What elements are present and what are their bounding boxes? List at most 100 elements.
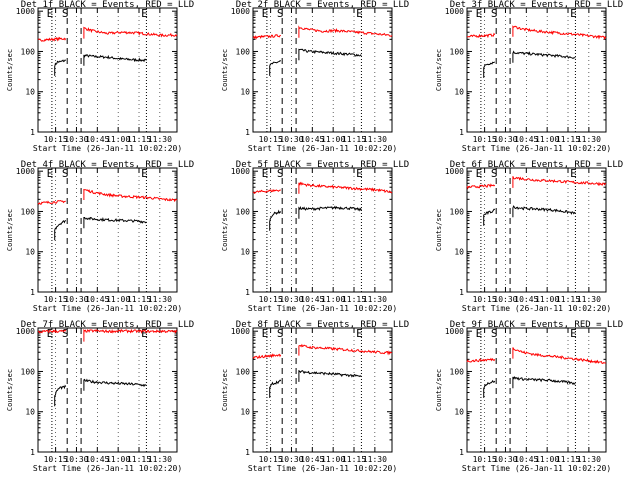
x-tick-label: 11:30	[148, 295, 172, 304]
marker-label: E	[356, 167, 363, 180]
series-events	[54, 219, 67, 241]
y-axis-label: Counts/sec	[6, 49, 14, 91]
marker-label: E	[47, 167, 54, 180]
y-tick-label: 10	[454, 248, 464, 257]
plot-frame	[37, 7, 178, 133]
x-axis-label: Start Time (26-Jan-11 10:02:20)	[462, 464, 611, 473]
panel-det-7: Det 7f BLACK = Events, RED = LLD 1 10 100 10…	[6, 320, 194, 473]
x-tick-label: 10:30	[64, 295, 88, 304]
panel-det-4: Det 4f BLACK = Events, RED = LLD 1 10 100 10…	[6, 160, 194, 313]
y-tick-label: 1	[245, 288, 250, 297]
y-tick-label: 100	[236, 367, 251, 376]
plot-frame	[252, 7, 393, 133]
x-tick-label: 10:30	[493, 455, 517, 464]
series-events	[54, 384, 67, 407]
y-tick-label: 1	[30, 128, 35, 137]
y-tick-label: 1000	[445, 327, 464, 336]
y-tick-label: 10	[25, 88, 35, 97]
x-tick-label: 10:45	[300, 295, 324, 304]
panel-title: Det 2f BLACK = Events, RED = LLD	[236, 0, 409, 10]
y-tick-label: 1	[459, 448, 464, 457]
marker-label: S	[277, 327, 284, 340]
panel-title: Det 1f BLACK = Events, RED = LLD	[21, 0, 194, 10]
y-tick-label: 100	[21, 207, 36, 216]
y-axis-label: Counts/sec	[221, 369, 229, 411]
x-tick-label: 11:00	[535, 135, 559, 144]
x-axis-label: Start Time (26-Jan-11 10:02:20)	[248, 144, 397, 153]
y-tick-label: 10	[240, 88, 250, 97]
series-lld	[512, 176, 607, 188]
marker-label: E	[476, 7, 483, 20]
y-axis-label: Counts/sec	[221, 209, 229, 251]
panel-title: Det 3f BLACK = Events, RED = LLD	[450, 0, 623, 10]
plot-frame	[252, 167, 393, 293]
x-tick-label: 11:00	[106, 295, 130, 304]
x-tick-label: 11:00	[535, 455, 559, 464]
marker-label: E	[356, 327, 363, 340]
x-axis-label: Start Time (26-Jan-11 10:02:20)	[33, 464, 182, 473]
y-axis-label: Counts/sec	[6, 369, 14, 411]
series-events	[54, 59, 67, 76]
y-tick-label: 100	[236, 47, 251, 56]
y-tick-label: 10	[240, 248, 250, 257]
series-lld	[298, 343, 393, 356]
series-lld	[83, 328, 178, 342]
panel-det-8: Det 8f BLACK = Events, RED = LLD 1 10 100 10…	[221, 320, 409, 473]
x-tick-label: 10:45	[85, 135, 109, 144]
series-events	[83, 378, 147, 391]
x-tick-label: 11:30	[148, 455, 172, 464]
series-events	[483, 208, 496, 226]
series-events	[269, 379, 282, 398]
series-events	[83, 54, 147, 66]
x-tick-label: 10:15	[44, 135, 68, 144]
series-events	[269, 209, 282, 231]
panel-title: Det 7f BLACK = Events, RED = LLD	[21, 320, 194, 330]
marker-label: E	[570, 167, 577, 180]
marker-label: E	[570, 7, 577, 20]
x-tick-label: 10:15	[473, 295, 497, 304]
plot-frame	[466, 167, 607, 293]
y-axis-label: Counts/sec	[435, 49, 443, 91]
y-tick-label: 10	[25, 248, 35, 257]
x-tick-label: 10:15	[473, 455, 497, 464]
x-tick-label: 10:45	[300, 135, 324, 144]
y-tick-label: 100	[21, 47, 36, 56]
marker-label: E	[141, 327, 148, 340]
series-events	[512, 376, 576, 389]
series-lld	[298, 181, 393, 194]
x-axis-label: Start Time (26-Jan-11 10:02:20)	[33, 144, 182, 153]
x-tick-label: 10:15	[259, 135, 283, 144]
series-events	[298, 48, 362, 61]
y-axis-label: Counts/sec	[221, 49, 229, 91]
marker-label: E	[476, 327, 483, 340]
panel-title: Det 9f BLACK = Events, RED = LLD	[450, 320, 623, 330]
panel-title: Det 4f BLACK = Events, RED = LLD	[21, 160, 194, 170]
x-tick-label: 10:15	[44, 295, 68, 304]
x-tick-label: 10:45	[85, 455, 109, 464]
x-tick-label: 11:15	[127, 455, 151, 464]
y-tick-label: 100	[450, 367, 465, 376]
panel-title: Det 5f BLACK = Events, RED = LLD	[236, 160, 409, 170]
series-lld	[252, 34, 281, 40]
series-lld	[37, 329, 67, 334]
y-tick-label: 1000	[231, 167, 250, 176]
x-tick-label: 11:15	[342, 295, 366, 304]
marker-label: E	[262, 327, 269, 340]
marker-label: E	[262, 7, 269, 20]
x-tick-label: 11:15	[556, 455, 580, 464]
y-tick-label: 1000	[16, 327, 35, 336]
marker-label: E	[262, 167, 269, 180]
y-tick-label: 1	[245, 448, 250, 457]
x-tick-label: 10:45	[514, 295, 538, 304]
marker-label: E	[570, 327, 577, 340]
series-events	[512, 205, 576, 218]
x-tick-label: 11:00	[321, 455, 345, 464]
panel-det-9: Det 9f BLACK = Events, RED = LLD 1 10 100 10…	[435, 320, 623, 473]
series-lld	[83, 26, 178, 39]
x-tick-label: 10:15	[259, 455, 283, 464]
x-tick-label: 11:15	[342, 455, 366, 464]
plot-frame	[37, 167, 178, 293]
x-tick-label: 11:15	[127, 295, 151, 304]
series-lld	[252, 353, 282, 360]
